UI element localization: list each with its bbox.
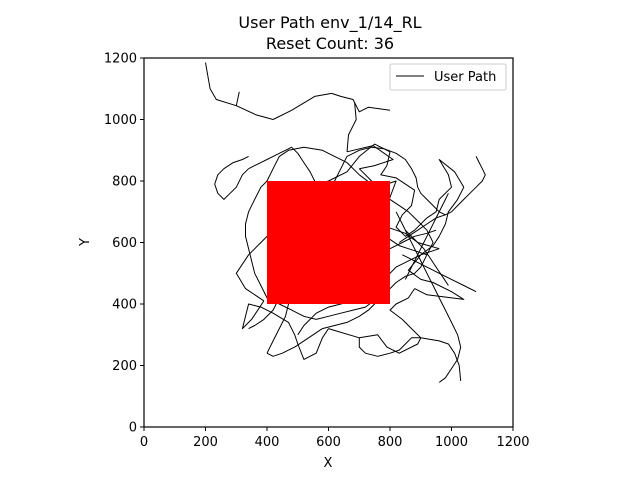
chart-title: User Path env_1/14_RL	[238, 13, 421, 33]
user-path-segment-20	[266, 328, 323, 357]
x-tick-label-1000: 1000	[435, 435, 468, 450]
y-tick-label-200: 200	[112, 359, 137, 374]
user-path-segment-5	[346, 145, 394, 170]
y-tick-label-1200: 1200	[104, 52, 137, 67]
legend-label-user-path: User Path	[434, 70, 496, 85]
user-path-segment-1	[272, 92, 332, 120]
user-path-segment-35	[214, 155, 249, 200]
obstacle-square	[267, 181, 390, 304]
user-path-segment-24	[405, 229, 449, 286]
user-path-segment-0	[205, 62, 274, 120]
x-tick-label-0: 0	[140, 435, 148, 450]
legend-box	[389, 63, 507, 91]
user-path-segment-7	[407, 248, 465, 300]
y-axis-label: Y	[78, 238, 93, 247]
user-path-segment-12	[426, 159, 465, 225]
x-tick-label-600: 600	[316, 435, 341, 450]
user-path-segment-22	[346, 146, 452, 216]
user-path-segment-9	[241, 300, 329, 360]
chart-subtitle: Reset Count: 36	[266, 34, 394, 53]
user-path-segment-29	[395, 211, 462, 383]
x-axis-ticks: 0 200 400 600 800 1000 1200	[140, 427, 530, 450]
y-axis-ticks: 0 200 400 600 800 1000 1200	[104, 52, 144, 436]
x-axis-label: X	[324, 456, 333, 471]
user-path-segment-32	[248, 297, 280, 330]
user-path-segment-26	[402, 254, 477, 293]
y-tick-label-0: 0	[129, 421, 137, 436]
y-tick-label-1000: 1000	[104, 113, 137, 128]
user-path-segment-18	[389, 229, 434, 289]
user-path-segment-16	[266, 146, 360, 182]
user-path-segment-4	[346, 102, 357, 152]
obstacle-layer	[267, 181, 390, 304]
y-tick-label-800: 800	[112, 175, 137, 190]
user-path-segment-25	[404, 193, 449, 280]
x-tick-label-1200: 1200	[496, 435, 529, 450]
user-path-segment-34	[248, 146, 317, 185]
x-tick-label-800: 800	[378, 435, 403, 450]
legend: User Path	[389, 63, 507, 91]
user-path-segment-11	[380, 151, 428, 237]
x-tick-label-200: 200	[193, 435, 218, 450]
x-tick-label-400: 400	[255, 435, 280, 450]
user-path-segment-13	[389, 223, 446, 274]
user-path-segment-30	[358, 337, 462, 381]
user-path-segment-23	[451, 156, 486, 213]
user-path-segment-3	[235, 91, 240, 106]
y-tick-label-600: 600	[112, 236, 137, 251]
user-path-segment-27	[398, 214, 446, 243]
y-tick-label-400: 400	[112, 298, 137, 313]
